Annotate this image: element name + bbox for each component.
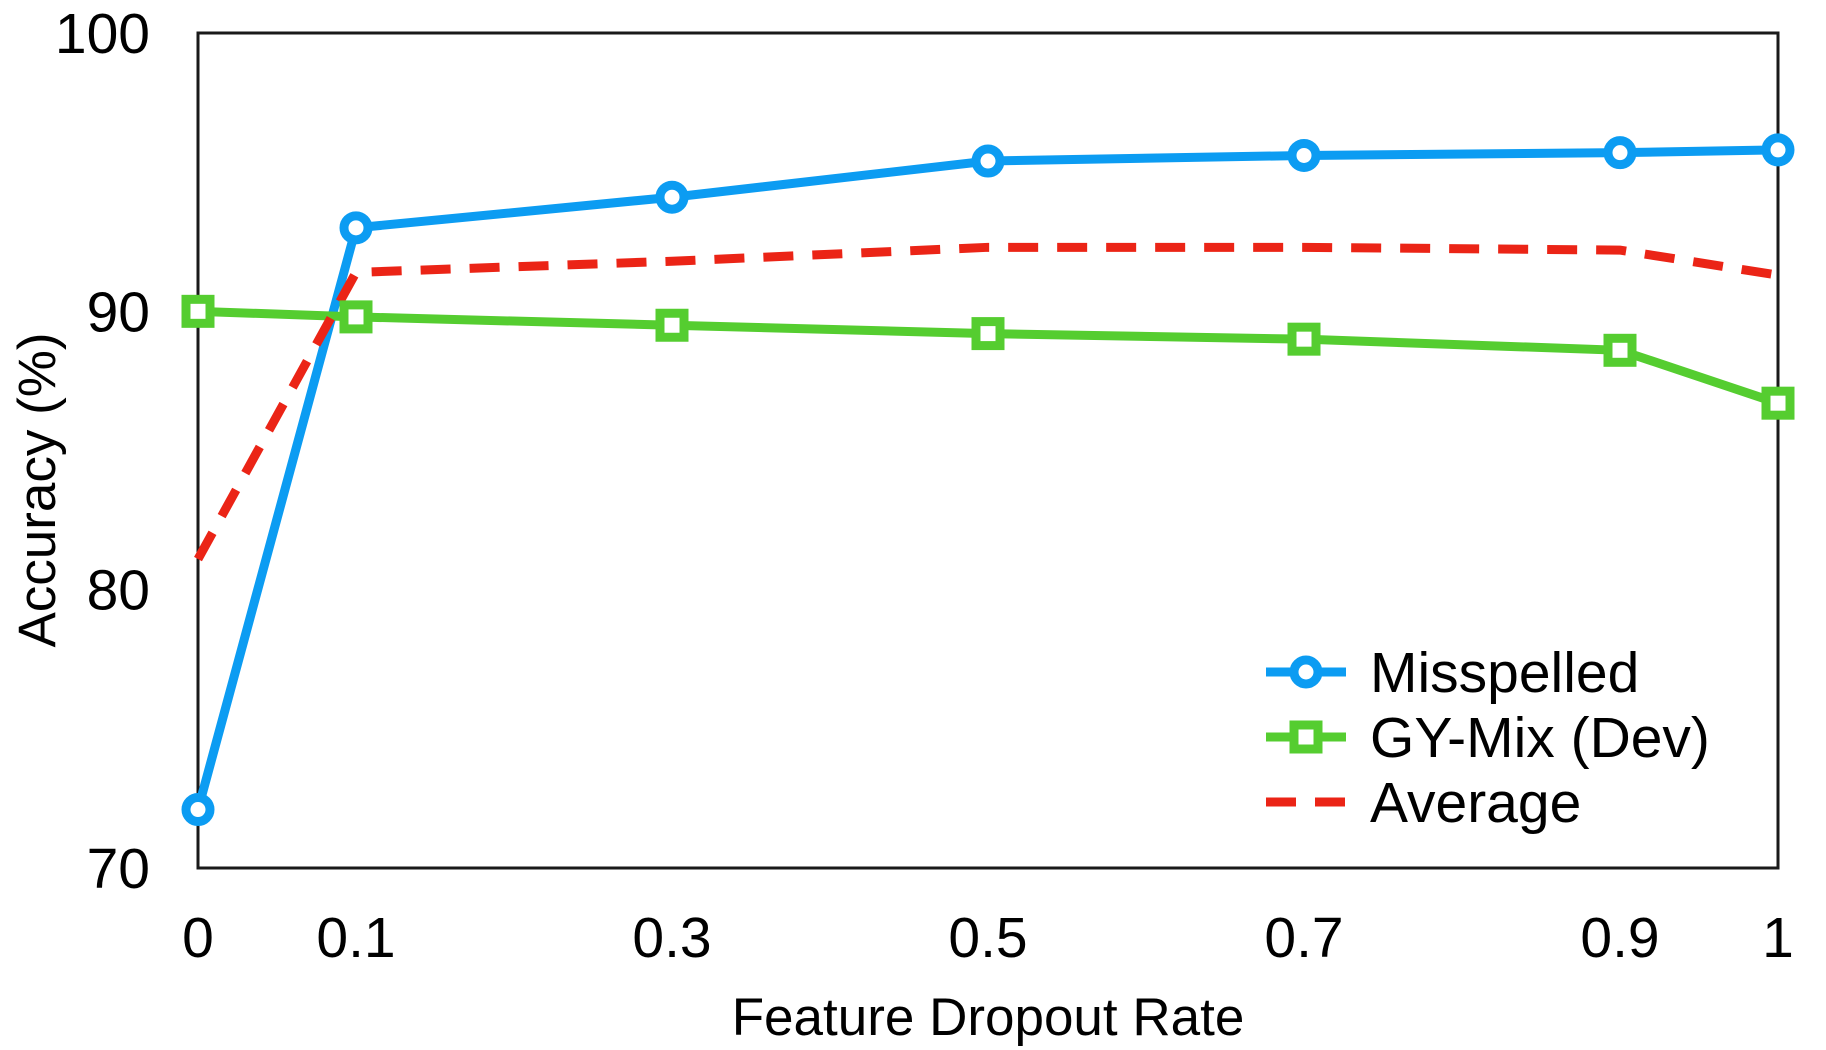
data-point-marker-circle: [181, 793, 215, 827]
x-tick-label: 0.1: [316, 906, 395, 970]
y-axis-label: Accuracy (%): [8, 332, 67, 647]
legend-marker-square-icon: [1289, 720, 1323, 754]
data-point-marker-circle: [1287, 138, 1321, 172]
data-point-marker-square: [181, 294, 215, 328]
data-point-marker-square: [1287, 322, 1321, 356]
data-point-marker-square: [971, 317, 1005, 351]
data-point-marker-circle: [971, 144, 1005, 178]
y-tick-label: 90: [87, 280, 150, 344]
data-point-marker-square: [339, 300, 373, 334]
data-point-marker-square: [1603, 333, 1637, 367]
data-point-marker-circle: [1603, 136, 1637, 170]
y-tick-label: 80: [87, 559, 150, 623]
x-tick-label: 0.5: [948, 906, 1027, 970]
series-line-average: [194, 242, 1779, 562]
legend-marker-circle-icon: [1289, 655, 1323, 689]
data-point-marker-square: [655, 308, 689, 342]
legend-item-average: Average: [1266, 771, 1581, 835]
x-tick-label: 0.3: [632, 906, 711, 970]
data-point-marker-circle: [1761, 133, 1795, 167]
data-point-marker-circle: [339, 211, 373, 245]
y-tick-label: 100: [55, 2, 150, 66]
x-tick-label: 0: [182, 906, 214, 970]
y-tick-label: 70: [87, 837, 150, 901]
x-tick-label: 0.7: [1264, 906, 1343, 970]
data-point-marker-square: [1761, 386, 1795, 420]
x-tick-label: 0.9: [1580, 906, 1659, 970]
x-axis-label: Feature Dropout Rate: [732, 988, 1245, 1047]
legend-item-misspelled: Misspelled: [1266, 641, 1639, 705]
data-point-marker-circle: [655, 180, 689, 214]
legend-item-gy-mix-dev-: GY-Mix (Dev): [1266, 706, 1710, 770]
legend-label: Misspelled: [1370, 641, 1639, 705]
x-tick-label: 1: [1762, 906, 1794, 970]
legend-label: Average: [1370, 771, 1581, 835]
legend-label: GY-Mix (Dev): [1370, 706, 1710, 770]
plot-frame: [196, 31, 1780, 870]
